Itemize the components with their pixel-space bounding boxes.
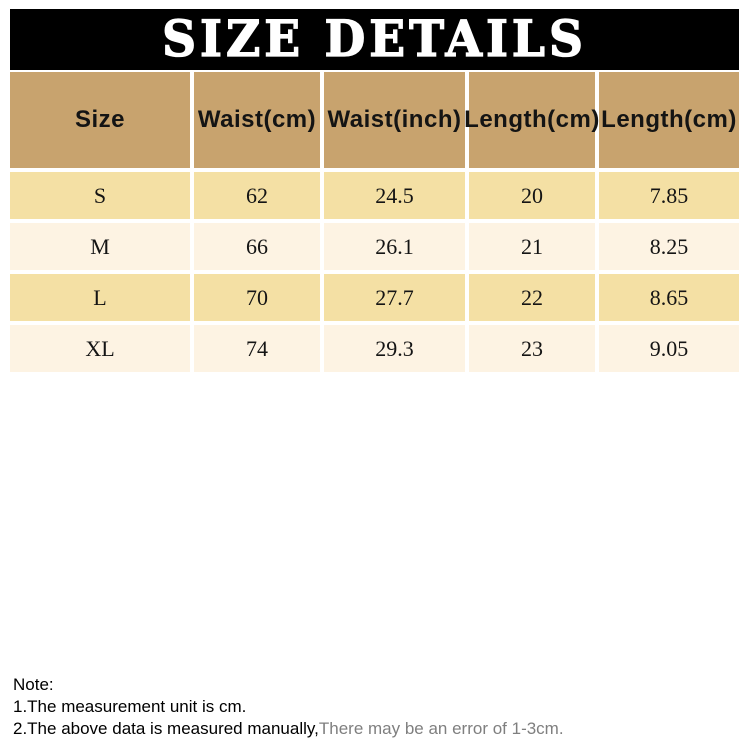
column-header-length-cm: Length(cm) bbox=[464, 72, 599, 168]
cell-s-waist-in: 24.5 bbox=[324, 172, 465, 219]
cell-xl-length-2: 9.05 bbox=[599, 325, 739, 372]
cell-size-l: L bbox=[10, 274, 190, 321]
column-header-waist-inch: Waist(inch) bbox=[324, 72, 465, 168]
cell-s-waist-cm: 62 bbox=[194, 172, 320, 219]
page-title: SIZE DETAILS bbox=[161, 10, 587, 69]
note-heading: Note: bbox=[13, 675, 54, 694]
cell-m-length-2: 8.25 bbox=[599, 223, 739, 270]
cell-xl-waist-in: 29.3 bbox=[324, 325, 465, 372]
cell-l-length-2: 8.65 bbox=[599, 274, 739, 321]
cell-size-xl: XL bbox=[10, 325, 190, 372]
cell-s-length-1: 20 bbox=[469, 172, 595, 219]
note-line-2-gray: There may be an error of 1-3cm. bbox=[318, 719, 564, 738]
cell-m-waist-in: 26.1 bbox=[324, 223, 465, 270]
cell-l-waist-cm: 70 bbox=[194, 274, 320, 321]
size-table: Size Waist(cm) Waist(inch) Length(cm) Le… bbox=[10, 72, 739, 372]
cell-s-length-2: 7.85 bbox=[599, 172, 739, 219]
cell-l-length-1: 22 bbox=[469, 274, 595, 321]
title-bar: SIZE DETAILS bbox=[10, 9, 739, 70]
cell-xl-length-1: 23 bbox=[469, 325, 595, 372]
column-header-waist-cm: Waist(cm) bbox=[194, 72, 320, 168]
cell-l-waist-in: 27.7 bbox=[324, 274, 465, 321]
note-line-1: 1.The measurement unit is cm. bbox=[13, 697, 247, 716]
column-header-size: Size bbox=[10, 72, 190, 168]
note-line-2-black: 2.The above data is measured manually, bbox=[13, 719, 319, 738]
cell-xl-waist-cm: 74 bbox=[194, 325, 320, 372]
note-block: Note: 1.The measurement unit is cm. 2.Th… bbox=[13, 674, 564, 740]
note-line-2: 2.The above data is measured manually,Th… bbox=[13, 718, 564, 740]
cell-m-waist-cm: 66 bbox=[194, 223, 320, 270]
cell-m-length-1: 21 bbox=[469, 223, 595, 270]
cell-size-s: S bbox=[10, 172, 190, 219]
cell-size-m: M bbox=[10, 223, 190, 270]
column-header-length-cm2: Length(cm) bbox=[599, 72, 739, 168]
